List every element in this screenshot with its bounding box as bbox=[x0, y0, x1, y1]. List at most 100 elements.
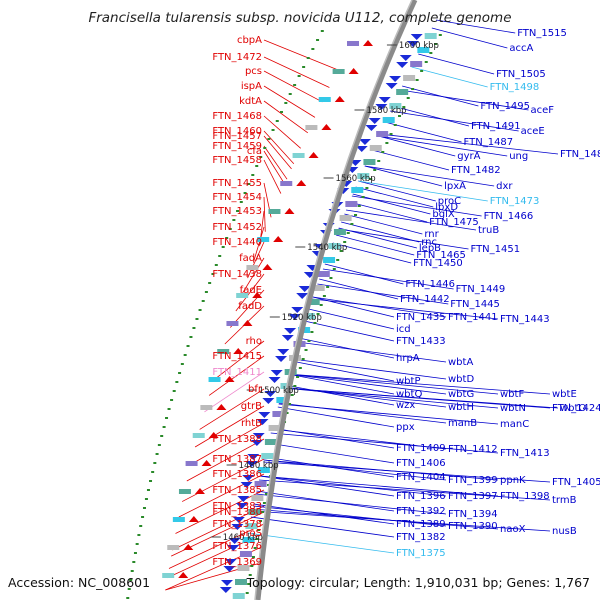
guide-dot bbox=[255, 538, 259, 540]
gene-label: hrpA bbox=[396, 353, 420, 364]
gene-category-box bbox=[292, 153, 305, 158]
guide-dot bbox=[264, 493, 268, 495]
guide-dot bbox=[259, 520, 263, 522]
plus-strand-gene bbox=[365, 125, 378, 131]
guide-dot bbox=[307, 340, 311, 342]
gene-label: FTN_1475 bbox=[429, 217, 479, 228]
gene-label: FTN_1385 bbox=[212, 485, 262, 496]
label-connector bbox=[259, 475, 499, 497]
guide-dot bbox=[267, 138, 271, 140]
gene-label: FTN_1369 bbox=[212, 557, 262, 568]
guide-dot bbox=[354, 214, 358, 216]
guide-dot bbox=[393, 124, 397, 126]
guide-dot bbox=[160, 435, 164, 437]
guide-dot bbox=[183, 354, 187, 356]
gene-label: FTN_1465 bbox=[416, 250, 466, 261]
label-connector bbox=[298, 337, 395, 359]
gene-label: proC bbox=[438, 196, 461, 207]
tick-label: 1460 kbp bbox=[223, 533, 263, 543]
guide-dot bbox=[424, 61, 428, 63]
minus-strand-gene bbox=[334, 96, 345, 102]
label-connector bbox=[252, 510, 551, 532]
label-connector bbox=[181, 458, 265, 502]
gene-label: wbtD bbox=[448, 374, 474, 385]
gene-category-box bbox=[318, 97, 331, 102]
label-connector bbox=[352, 193, 431, 215]
gene-label: FTN_1406 bbox=[396, 458, 446, 469]
label-connector bbox=[253, 505, 447, 527]
label-connector bbox=[247, 532, 395, 554]
gene-label: kdtA bbox=[239, 96, 262, 107]
gene-label: ppx bbox=[396, 422, 415, 433]
plus-strand-gene bbox=[231, 524, 244, 530]
label-connector bbox=[263, 145, 288, 180]
plus-strand-gene bbox=[223, 566, 236, 572]
guide-dot bbox=[271, 129, 275, 131]
plus-strand-gene bbox=[264, 391, 277, 397]
guide-dot bbox=[214, 264, 218, 266]
gene-label: FTN_1505 bbox=[496, 69, 546, 80]
guide-dot bbox=[195, 318, 199, 320]
guide-dot bbox=[142, 507, 146, 509]
plus-strand-gene bbox=[250, 440, 263, 446]
guide-dot bbox=[198, 309, 202, 311]
gene-label: FTN_1438 bbox=[212, 269, 262, 280]
gene-label: FTN_1498 bbox=[490, 82, 540, 93]
guide-dot bbox=[298, 367, 302, 369]
plus-strand-gene bbox=[232, 517, 245, 523]
gene-label: wbtG bbox=[448, 389, 474, 400]
guide-dot bbox=[275, 120, 279, 122]
gene-label: fadD bbox=[238, 301, 262, 312]
gene-category-box bbox=[403, 75, 416, 81]
gene-category-box bbox=[280, 181, 293, 186]
plus-strand-gene bbox=[399, 55, 412, 61]
guide-dot bbox=[247, 583, 251, 585]
tick-label: 1520 kbp bbox=[282, 313, 322, 323]
plus-strand-gene bbox=[258, 412, 271, 418]
plus-strand-gene bbox=[296, 293, 309, 299]
gene-category-box bbox=[424, 33, 437, 39]
guide-dot bbox=[332, 268, 336, 270]
gene-label: ispA bbox=[241, 81, 262, 92]
gene-label: gtrB bbox=[241, 401, 262, 412]
minus-strand-gene bbox=[262, 264, 273, 270]
guide-dot bbox=[211, 273, 215, 275]
minus-strand-gene bbox=[224, 376, 235, 382]
gene-category-box bbox=[376, 131, 389, 137]
gene-label: rhtB bbox=[241, 418, 262, 429]
gene-label: pcs bbox=[245, 66, 262, 77]
gene-label: wbtA bbox=[448, 357, 473, 368]
gene-label: lepB bbox=[419, 243, 441, 254]
gene-label: bfr bbox=[248, 384, 263, 395]
plus-strand-gene bbox=[275, 356, 288, 362]
gene-category-box bbox=[185, 461, 198, 466]
label-connector bbox=[250, 516, 395, 538]
gene-label: FTN_1472 bbox=[212, 52, 262, 63]
label-connector bbox=[304, 320, 395, 342]
label-connector bbox=[263, 196, 266, 232]
label-connector bbox=[241, 257, 265, 295]
gene-category-box bbox=[276, 397, 289, 403]
label-connector bbox=[255, 493, 447, 515]
guide-dot bbox=[350, 223, 354, 225]
guide-dot bbox=[137, 534, 141, 536]
minus-strand-gene bbox=[216, 404, 227, 410]
gene-label: fadA bbox=[239, 253, 262, 264]
plus-strand-gene bbox=[358, 139, 371, 145]
gene-label: fadE bbox=[240, 285, 262, 296]
gene-category-box bbox=[264, 439, 277, 445]
label-connector bbox=[351, 195, 482, 217]
gene-label: FTN_1450 bbox=[413, 258, 463, 269]
minus-strand-gene bbox=[321, 124, 332, 130]
gene-category-box bbox=[389, 103, 402, 109]
label-connector bbox=[259, 475, 447, 497]
gene-category-box bbox=[345, 201, 358, 207]
plus-strand-gene bbox=[247, 454, 260, 460]
plus-strand-gene bbox=[228, 538, 241, 544]
guide-dot bbox=[189, 336, 193, 338]
gene-label: FTN_1376 bbox=[212, 541, 262, 552]
gene-category-box bbox=[332, 69, 345, 74]
guide-dot bbox=[316, 313, 320, 315]
label-connector bbox=[263, 56, 330, 88]
